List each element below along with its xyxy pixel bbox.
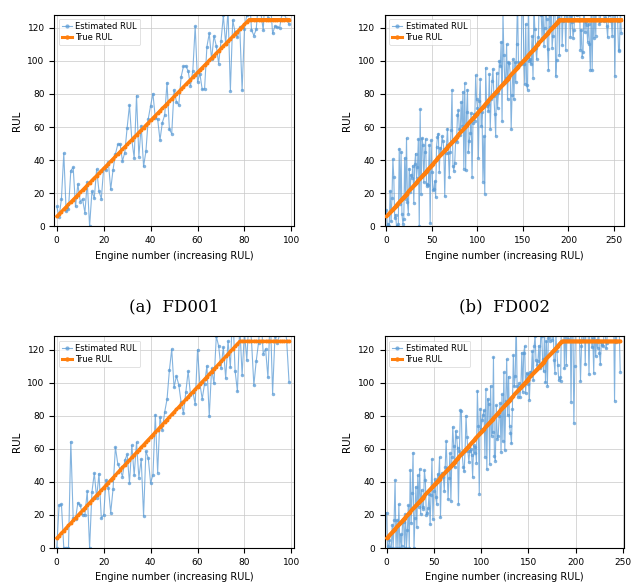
True RUL <box>614 16 621 23</box>
True RUL <box>97 487 105 494</box>
Legend: Estimated RUL, True RUL: Estimated RUL, True RUL <box>389 19 470 45</box>
Estimated RUL <box>107 509 115 516</box>
Estimated RUL <box>486 71 493 78</box>
True RUL <box>383 213 390 220</box>
X-axis label: Engine number (increasing RUL): Engine number (increasing RUL) <box>425 251 584 261</box>
Estimated RUL <box>276 331 284 338</box>
X-axis label: Engine number (increasing RUL): Engine number (increasing RUL) <box>425 573 584 582</box>
Estimated RUL <box>229 305 237 312</box>
Estimated RUL <box>618 29 625 36</box>
Estimated RUL <box>616 368 624 375</box>
X-axis label: Engine number (increasing RUL): Engine number (increasing RUL) <box>95 573 253 582</box>
True RUL <box>53 213 61 220</box>
Estimated RUL <box>588 344 596 351</box>
Estimated RUL <box>285 378 293 385</box>
True RUL <box>107 476 115 483</box>
Y-axis label: RUL: RUL <box>342 110 352 131</box>
True RUL <box>285 338 293 345</box>
Line: Estimated RUL: Estimated RUL <box>385 307 622 550</box>
Estimated RUL <box>100 164 108 171</box>
Estimated RUL <box>191 401 199 408</box>
True RUL <box>499 404 507 411</box>
Estimated RUL <box>53 545 61 552</box>
True RUL <box>556 16 563 23</box>
True RUL <box>191 386 199 393</box>
Y-axis label: RUL: RUL <box>342 432 352 452</box>
True RUL <box>559 338 567 345</box>
Estimated RUL <box>405 165 413 172</box>
True RUL <box>587 338 595 345</box>
Line: True RUL: True RUL <box>385 340 621 539</box>
Line: Estimated RUL: Estimated RUL <box>55 307 291 550</box>
True RUL <box>484 421 492 428</box>
Estimated RUL <box>523 82 531 89</box>
Estimated RUL <box>572 10 580 17</box>
Text: (a)  FD001: (a) FD001 <box>129 298 219 315</box>
Y-axis label: RUL: RUL <box>12 432 22 452</box>
Line: True RUL: True RUL <box>56 340 291 539</box>
True RUL <box>173 90 180 97</box>
True RUL <box>53 535 61 542</box>
Line: Estimated RUL: Estimated RUL <box>385 0 623 228</box>
Estimated RUL <box>394 223 401 230</box>
True RUL <box>276 16 284 23</box>
Line: Estimated RUL: Estimated RUL <box>55 0 291 228</box>
True RUL <box>586 16 594 23</box>
Estimated RUL <box>485 401 493 408</box>
Legend: Estimated RUL, True RUL: Estimated RUL, True RUL <box>59 340 140 367</box>
Estimated RUL <box>285 20 293 27</box>
Y-axis label: RUL: RUL <box>12 110 22 131</box>
Estimated RUL <box>53 203 61 210</box>
Estimated RUL <box>109 166 117 173</box>
True RUL <box>285 16 293 23</box>
Estimated RUL <box>86 223 93 230</box>
Estimated RUL <box>173 373 180 380</box>
True RUL <box>245 16 253 23</box>
Line: True RUL: True RUL <box>56 18 291 217</box>
Text: (b)  FD002: (b) FD002 <box>459 298 550 315</box>
True RUL <box>276 338 284 345</box>
Estimated RUL <box>500 368 508 375</box>
Estimated RUL <box>271 23 279 30</box>
Line: True RUL: True RUL <box>385 18 623 217</box>
True RUL <box>383 535 390 542</box>
Estimated RUL <box>610 308 618 315</box>
Estimated RUL <box>557 305 565 312</box>
True RUL <box>616 338 624 345</box>
True RUL <box>493 87 500 94</box>
Estimated RUL <box>175 101 182 108</box>
Estimated RUL <box>269 390 276 397</box>
True RUL <box>577 338 585 345</box>
Legend: Estimated RUL, True RUL: Estimated RUL, True RUL <box>59 19 140 45</box>
Estimated RUL <box>561 365 568 372</box>
True RUL <box>173 406 180 413</box>
X-axis label: Engine number (increasing RUL): Engine number (increasing RUL) <box>95 251 253 261</box>
True RUL <box>402 191 410 198</box>
True RUL <box>421 169 429 176</box>
True RUL <box>269 16 276 23</box>
Estimated RUL <box>383 206 390 213</box>
True RUL <box>618 16 625 23</box>
Estimated RUL <box>278 10 286 17</box>
True RUL <box>236 338 244 345</box>
Legend: Estimated RUL, True RUL: Estimated RUL, True RUL <box>389 340 470 367</box>
Estimated RUL <box>194 78 202 85</box>
True RUL <box>269 338 276 345</box>
True RUL <box>426 164 433 171</box>
Estimated RUL <box>97 515 105 522</box>
True RUL <box>107 157 115 164</box>
Estimated RUL <box>579 312 586 319</box>
True RUL <box>609 338 616 345</box>
Estimated RUL <box>512 78 520 85</box>
Estimated RUL <box>383 223 391 230</box>
Estimated RUL <box>383 509 390 516</box>
True RUL <box>557 338 565 345</box>
Estimated RUL <box>383 545 391 552</box>
True RUL <box>191 71 199 78</box>
True RUL <box>97 167 105 174</box>
